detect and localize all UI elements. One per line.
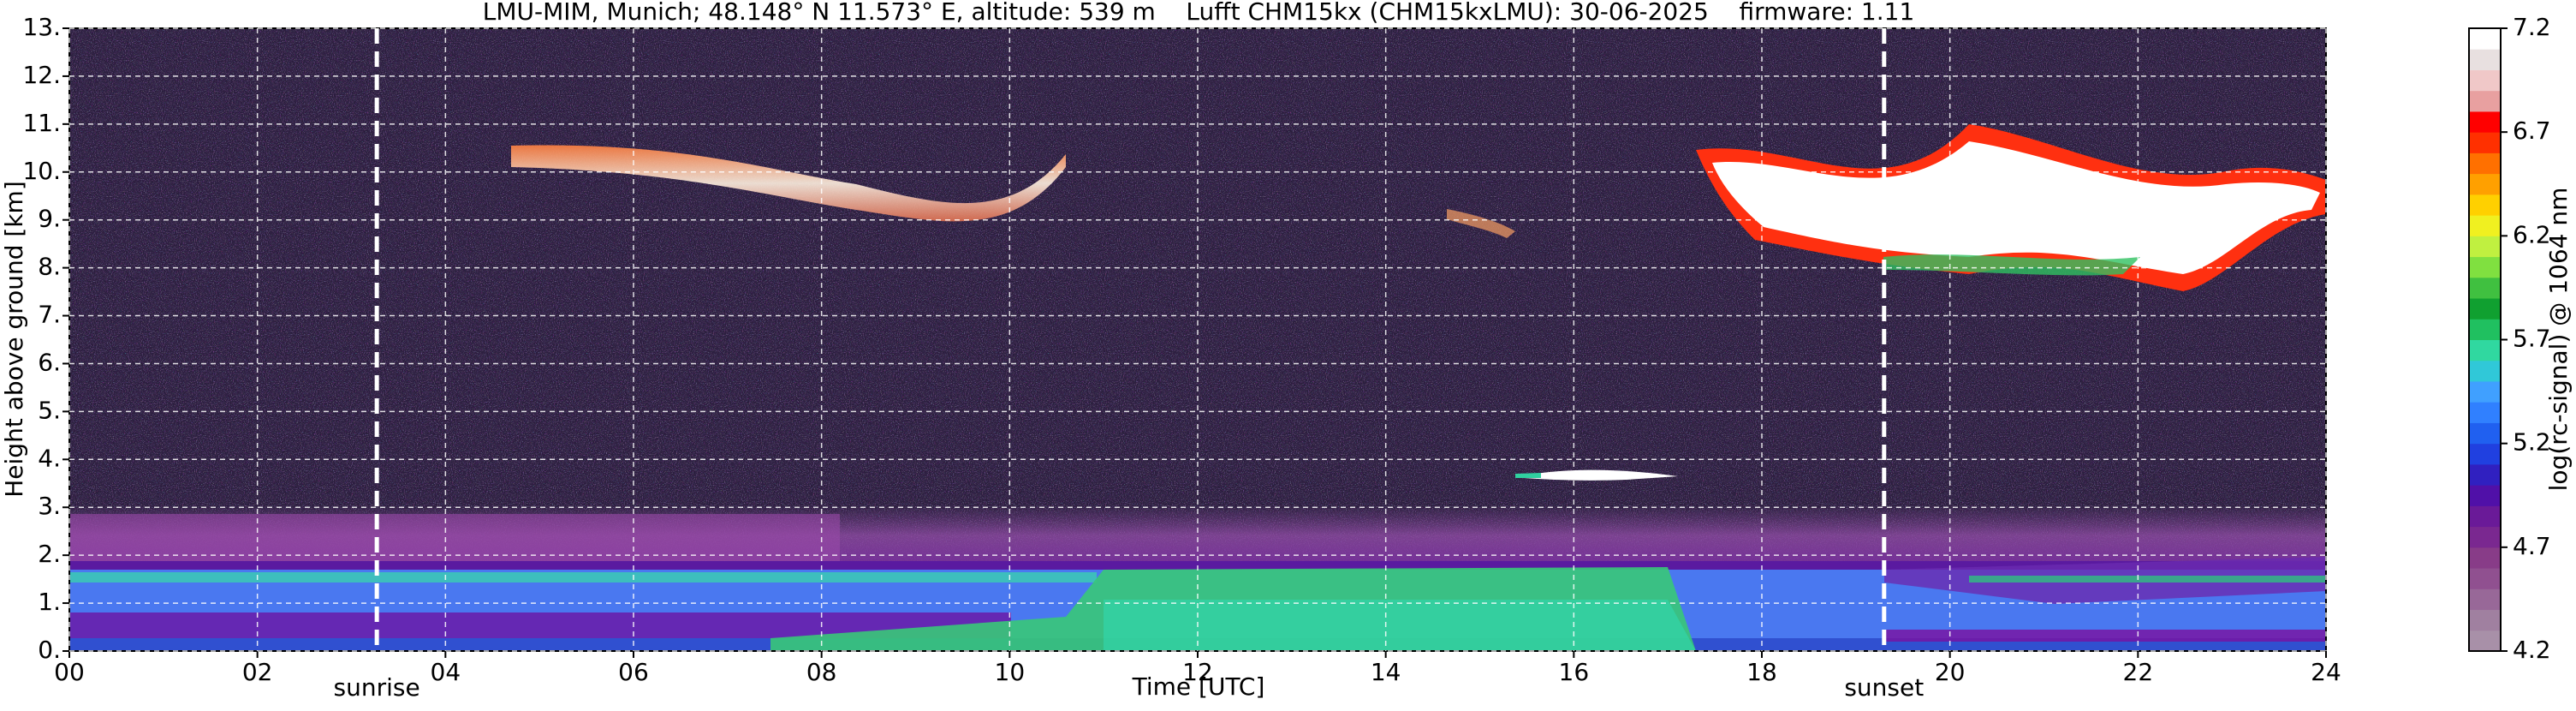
colorbar-band	[2469, 111, 2501, 133]
colorbar-band	[2469, 298, 2501, 320]
x-tick-label: 06	[618, 658, 649, 686]
y-axis-label: Height above ground [km]	[0, 181, 28, 498]
colorbar-band	[2469, 630, 2501, 652]
colorbar-band	[2469, 236, 2501, 258]
colorbar-tick-label: 6.2	[2513, 220, 2551, 248]
x-tick-label: 18	[1746, 658, 1777, 686]
colorbar-band	[2469, 90, 2501, 112]
x-tick-label: 10	[995, 658, 1026, 686]
colorbar-band	[2469, 526, 2501, 548]
x-tick-label: 20	[1935, 658, 1966, 686]
x-tick-label: 08	[806, 658, 837, 686]
chart-title: LMU-MIM, Munich; 48.148° N 11.573° E, al…	[483, 0, 1915, 26]
colorbar-band	[2469, 568, 2501, 589]
colorbar-band	[2469, 277, 2501, 299]
colorbar-band	[2469, 443, 2501, 465]
colorbar-band	[2469, 194, 2501, 216]
x-axis-label: Time [UTC]	[1132, 672, 1265, 701]
y-tick-label: 3.	[38, 492, 61, 520]
y-tick-label: 10.	[22, 157, 61, 185]
sun-marker-label: sunset	[1844, 673, 1924, 702]
y-tick-label: 11.	[22, 109, 61, 137]
colorbar-band	[2469, 402, 2501, 423]
colorbar-band	[2469, 505, 2501, 528]
colorbar-band	[2469, 28, 2501, 50]
colorbar-band	[2469, 256, 2501, 278]
x-tick-label: 22	[2123, 658, 2154, 686]
x-tick-label: 24	[2311, 658, 2341, 686]
y-tick-label: 0.	[38, 636, 61, 664]
y-tick-label: 9.	[38, 205, 61, 233]
y-tick-label: 2.	[38, 540, 61, 568]
colorbar-tick-label: 4.2	[2513, 636, 2551, 664]
y-tick-label: 1.	[38, 588, 61, 616]
colorbar-tick-label: 5.2	[2513, 428, 2551, 457]
colorbar-band	[2469, 463, 2501, 486]
x-tick-label: 04	[431, 658, 461, 686]
x-tick-label: 16	[1559, 658, 1590, 686]
colorbar-band	[2469, 49, 2501, 70]
y-tick-label: 12.	[22, 61, 61, 89]
x-tick-label: 00	[54, 658, 85, 686]
colorbar-tick-label: 5.7	[2513, 325, 2551, 353]
x-tick-label: 12	[1182, 658, 1213, 686]
colorbar-band	[2469, 609, 2501, 631]
colorbar-band	[2469, 380, 2501, 403]
y-tick-label: 5.	[38, 396, 61, 424]
x-tick-label: 02	[242, 658, 273, 686]
y-tick-label: 8.	[38, 253, 61, 281]
y-tick-label: 4.	[38, 444, 61, 472]
colorbar-band	[2469, 485, 2501, 506]
colorbar-band	[2469, 173, 2501, 195]
colorbar-band	[2469, 319, 2501, 340]
colorbar-band	[2469, 547, 2501, 569]
colorbar-tick-label: 4.7	[2513, 532, 2551, 560]
y-tick-label: 13.	[22, 13, 61, 41]
colorbar-band	[2469, 69, 2501, 92]
colorbar-band	[2469, 132, 2501, 153]
colorbar-tick-label: 7.2	[2513, 13, 2551, 41]
sun-marker-label: sunrise	[334, 673, 420, 702]
colorbar-band	[2469, 339, 2501, 361]
colorbar-band	[2469, 422, 2501, 445]
colorbar-band	[2469, 152, 2501, 175]
y-tick-label: 6.	[38, 348, 61, 376]
colorbar-band	[2469, 360, 2501, 382]
colorbar-band	[2469, 589, 2501, 611]
y-tick-label: 7.	[38, 301, 61, 329]
colorbar-tick-label: 6.7	[2513, 117, 2551, 145]
x-tick-label: 14	[1371, 658, 1401, 686]
colorbar-label: log(rc-signal) @ 1064 nm	[2544, 188, 2573, 492]
colorbar-band	[2469, 215, 2501, 236]
